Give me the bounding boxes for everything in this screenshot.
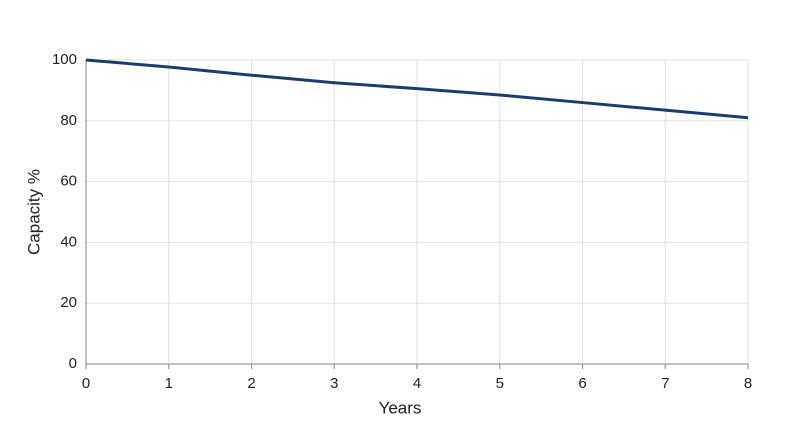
y-tick-label: 20	[60, 294, 77, 311]
x-tick-label: 7	[661, 375, 669, 392]
x-tick-label: 6	[578, 375, 586, 392]
y-tick-label: 40	[60, 233, 77, 250]
y-tick-label: 100	[52, 51, 77, 68]
x-tick-label: 3	[330, 375, 338, 392]
x-tick-label: 1	[165, 375, 173, 392]
y-tick-label: 0	[69, 355, 77, 372]
x-tick-label: 4	[413, 375, 421, 392]
y-tick-label: 60	[60, 173, 77, 190]
data-line	[85, 58, 749, 120]
x-tick-label: 2	[247, 375, 255, 392]
x-tick-label: 5	[496, 375, 504, 392]
x-axis-label: Years	[379, 398, 422, 417]
y-axis-label: Capacity %	[24, 169, 43, 255]
x-tick-label: 0	[82, 375, 90, 392]
y-tick-label: 80	[60, 112, 77, 129]
x-tick-label: 8	[744, 375, 752, 392]
